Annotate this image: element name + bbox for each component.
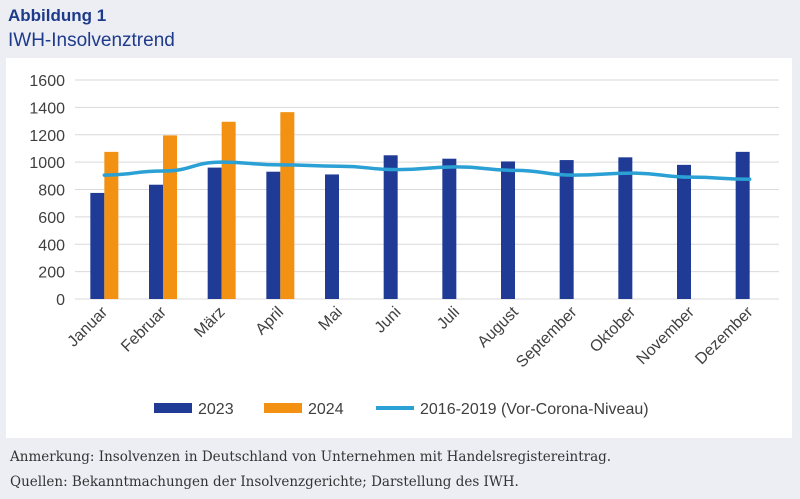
- x-tick-label: Oktober: [587, 303, 640, 356]
- bar-2023: [501, 161, 515, 299]
- bar-2023: [325, 174, 339, 299]
- figure-title: IWH-Insolvenztrend: [8, 30, 175, 51]
- x-tick-label: April: [253, 304, 288, 339]
- chart: 0 200 400 600 800 1000 1200 1400 1600 Januar Febru…: [29, 73, 779, 418]
- legend-label: 2016-2019 (Vor-Corona-Niveau): [420, 401, 649, 418]
- y-tick-label: 800: [38, 183, 65, 200]
- bar-2024: [221, 121, 236, 299]
- line-series-2016-2019: [102, 160, 752, 181]
- legend-label: 2024: [308, 401, 344, 418]
- y-tick-label: 400: [38, 237, 65, 254]
- footnote-note: Anmerkung: Insolvenzen in Deutschland vo…: [10, 449, 612, 465]
- y-tick-label: 1400: [29, 100, 65, 117]
- x-tick-label: Juli: [434, 304, 463, 333]
- y-tick-label: 1000: [29, 155, 65, 172]
- legend-label: 2023: [198, 401, 234, 418]
- x-tick-label: September: [513, 303, 581, 371]
- figure-label: Abbildung 1: [8, 6, 107, 25]
- y-tick-label: 600: [38, 210, 65, 227]
- x-tick-label: Februar: [118, 303, 170, 355]
- bar-2023: [442, 158, 457, 299]
- x-tick-label: November: [634, 303, 699, 368]
- bar-2023: [559, 160, 574, 299]
- bar-2024: [163, 135, 177, 299]
- bar-2024: [104, 151, 119, 299]
- legend-swatch: [264, 403, 302, 413]
- bar-2023: [735, 151, 750, 299]
- y-tick-label: 1600: [29, 73, 65, 90]
- y-tick-label: 200: [38, 265, 65, 282]
- x-tick-label: August: [475, 303, 523, 351]
- bar-2023: [90, 192, 105, 299]
- y-tick-label: 1200: [29, 128, 65, 145]
- bar-2023: [383, 155, 398, 299]
- legend-swatch: [154, 403, 192, 413]
- x-tick-label: Mai: [316, 304, 346, 334]
- bar-2023: [266, 171, 281, 299]
- bar-2023: [618, 157, 633, 299]
- bar-2023: [207, 167, 222, 299]
- y-tick-label: 0: [56, 292, 65, 309]
- bar-2024: [280, 112, 295, 300]
- chart-panel: 0 200 400 600 800 1000 1200 1400 1600 Januar Febru…: [6, 58, 792, 438]
- footnote-sources: Quellen: Bekanntmachungen der Insolvenzg…: [10, 474, 519, 490]
- bar-2023: [149, 184, 163, 299]
- x-tick-label: Dezember: [692, 303, 757, 368]
- bar-2023: [677, 164, 691, 299]
- x-tick-label: März: [191, 304, 228, 341]
- x-tick-label: Juni: [372, 304, 405, 337]
- x-tick-label: Januar: [65, 303, 112, 350]
